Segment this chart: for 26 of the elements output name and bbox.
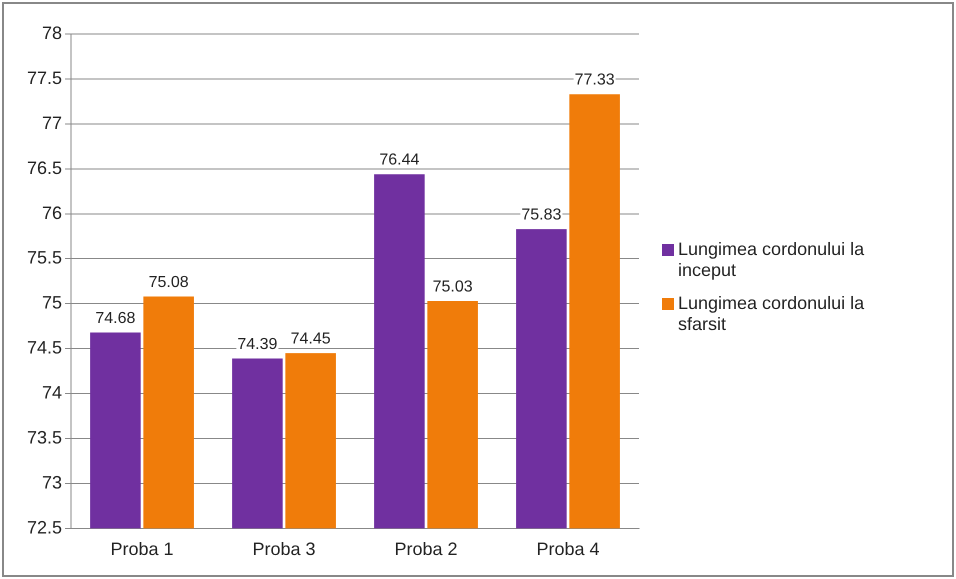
- y-tick-label: 74.5: [26, 338, 62, 358]
- y-tick-label: 74: [42, 382, 62, 403]
- data-label: 77.33: [574, 72, 615, 89]
- data-label: 74.68: [95, 310, 136, 327]
- y-tick-label: 76: [42, 202, 62, 223]
- x-tick-label: Proba 2: [394, 539, 458, 560]
- y-tick-label: 77.5: [26, 68, 62, 88]
- y-tick-label: 76.5: [26, 158, 62, 178]
- legend-label: Lungimea cordonului la inceput: [678, 239, 866, 281]
- y-tick-label: 73: [42, 472, 62, 492]
- data-label: 75.08: [148, 274, 189, 291]
- data-label: 74.39: [237, 336, 278, 353]
- data-label: 75.03: [432, 278, 473, 296]
- data-label: 75.83: [521, 206, 562, 224]
- y-tick-label: 75.5: [26, 248, 62, 268]
- legend-label: Lungimea cordonului la sfarsit: [678, 293, 866, 335]
- data-label: 76.44: [379, 152, 420, 169]
- data-label: 74.45: [290, 330, 331, 348]
- y-tick-label: 75: [42, 292, 62, 313]
- x-tick-label: Proba 1: [110, 539, 174, 560]
- x-tick-label: Proba 3: [252, 539, 316, 560]
- y-tick-label: 72.5: [26, 517, 62, 538]
- x-tick-label: Proba 4: [536, 539, 600, 560]
- y-tick-label: 77: [42, 112, 62, 133]
- y-tick-label: 73.5: [26, 427, 62, 448]
- y-tick-label: 78: [42, 22, 62, 43]
